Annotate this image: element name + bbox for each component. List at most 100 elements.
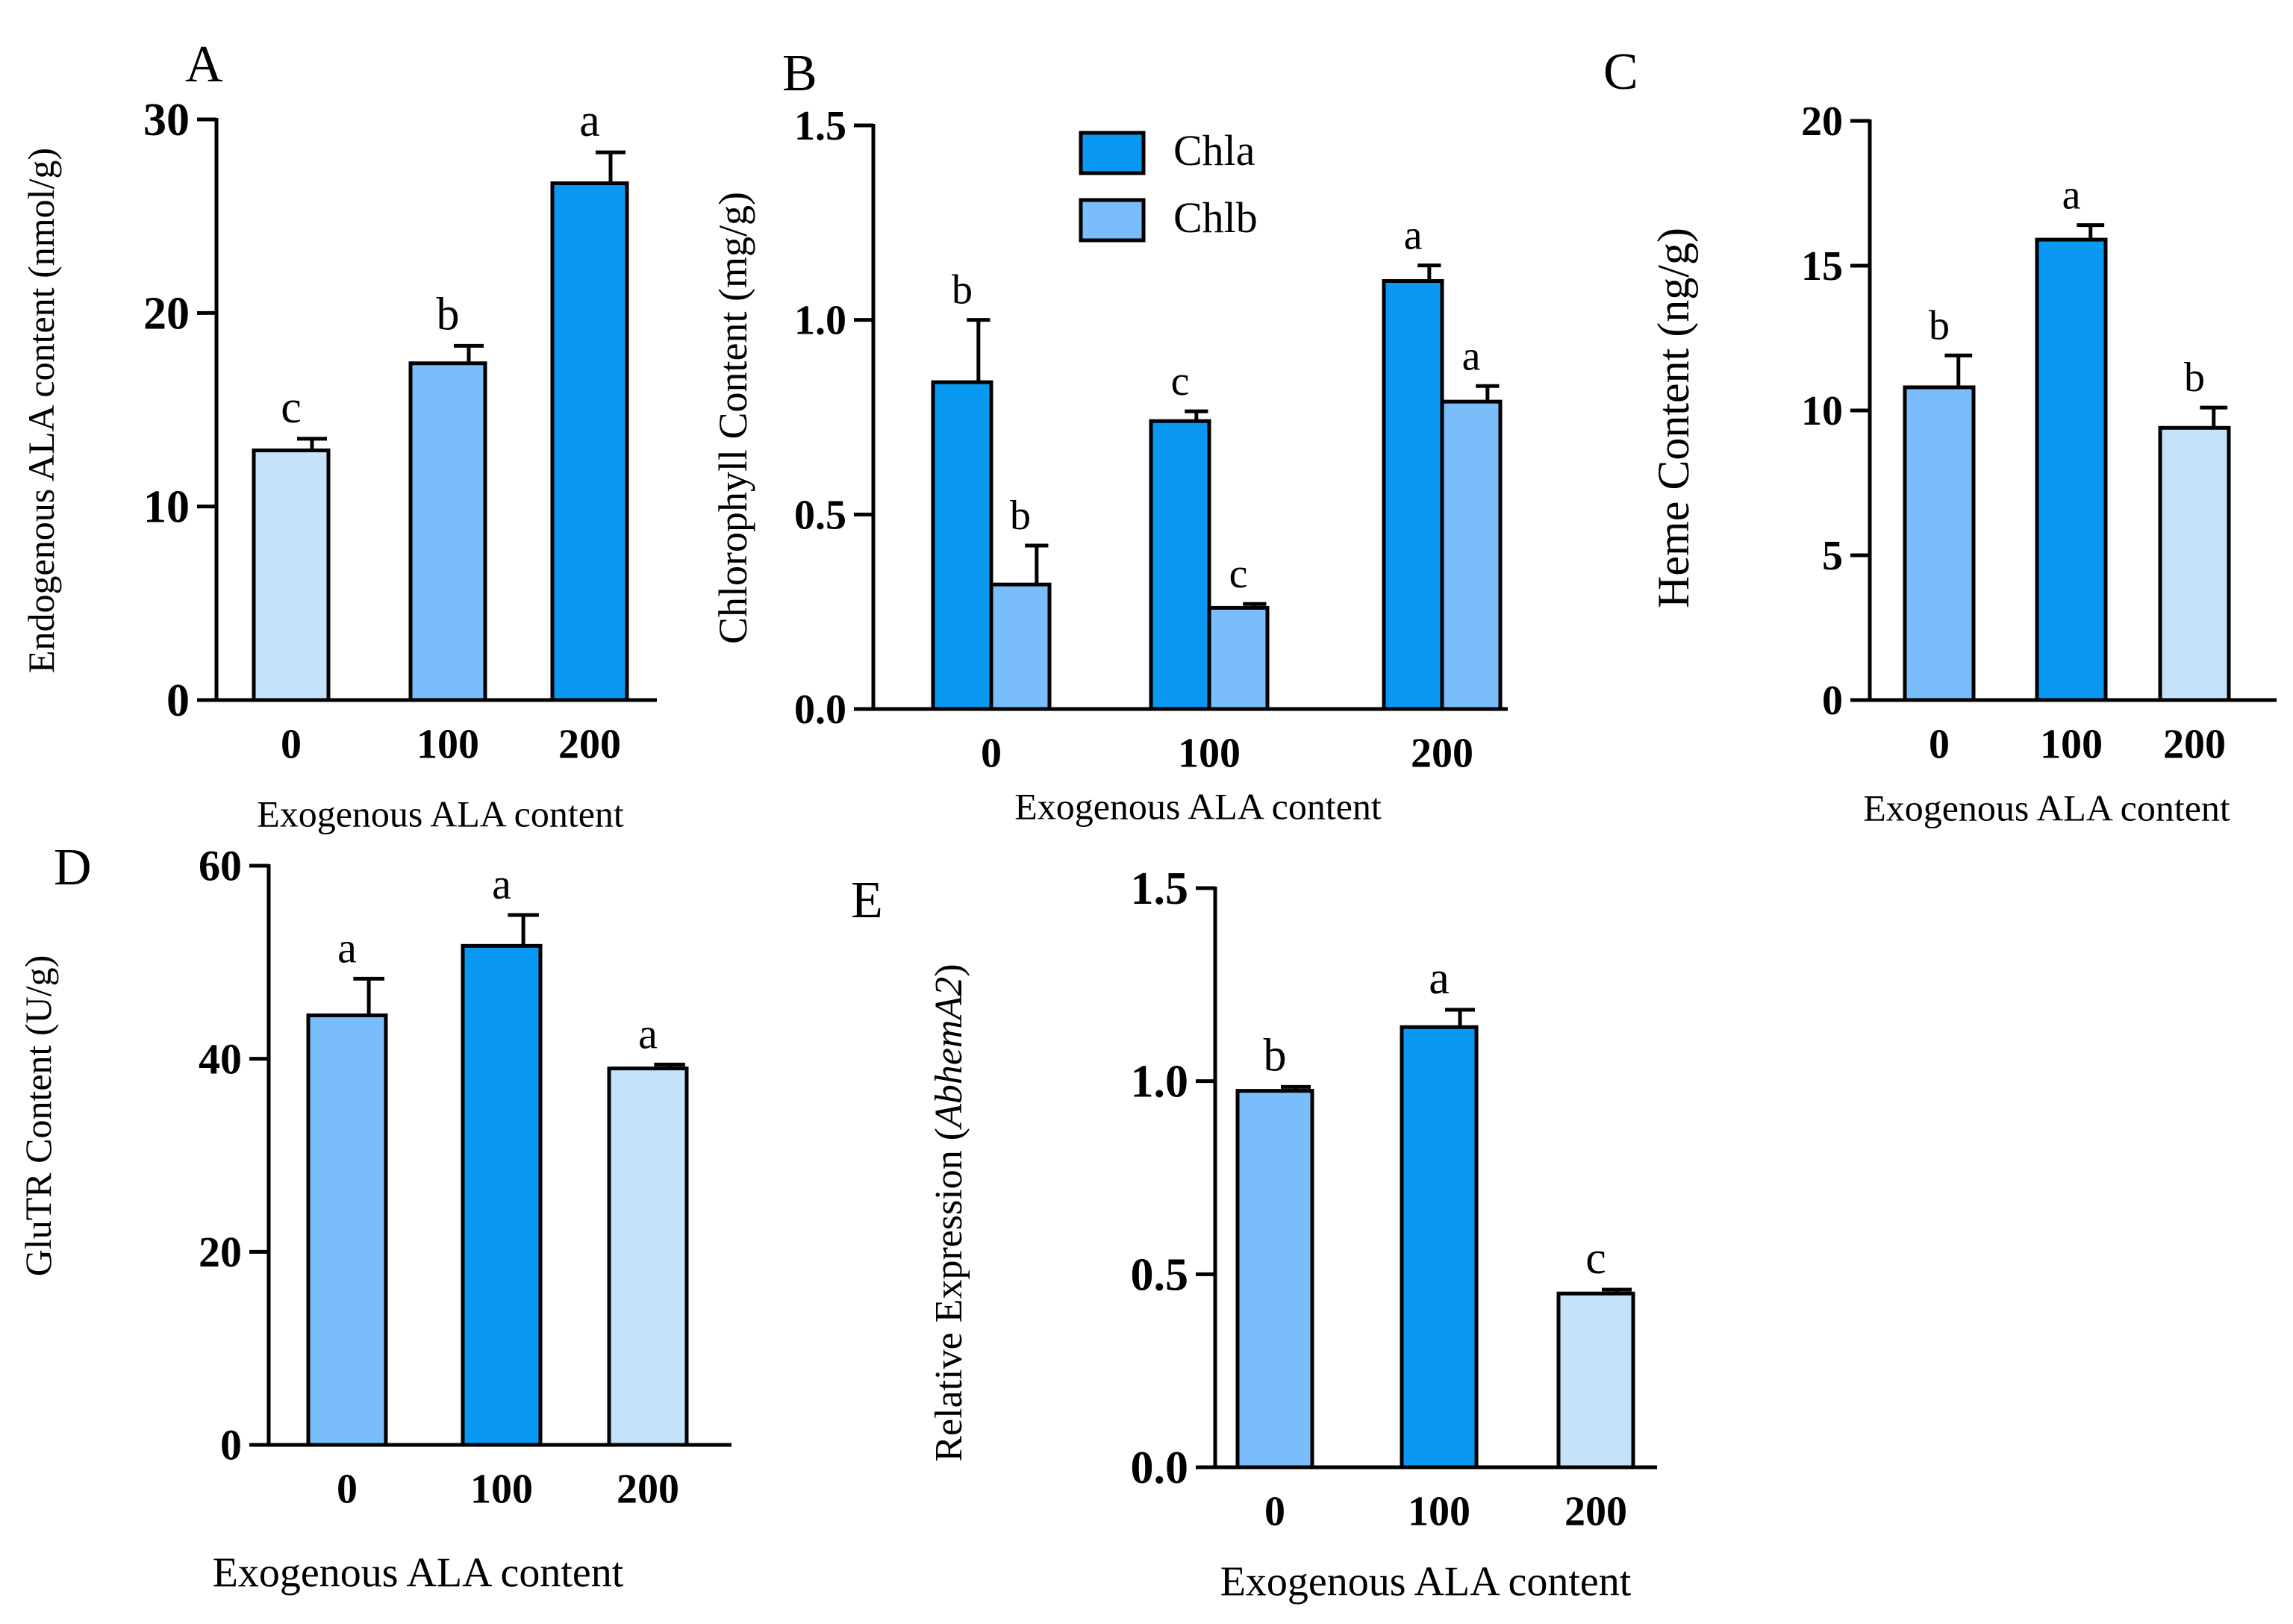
panel-a: A 0 10 20 30 c 0 b 100 a 200 Exogenous ALA content E… xyxy=(20,36,657,835)
y-tick-label: 20 xyxy=(1801,99,1843,145)
panel-label: A xyxy=(185,36,223,93)
bar xyxy=(1207,605,1270,711)
significance-letter: c xyxy=(1229,551,1248,597)
y-tick-label: 20 xyxy=(199,1228,242,1276)
y-axis-label-gene: AbhemA2 xyxy=(928,977,970,1130)
bar xyxy=(2035,237,2108,702)
y-tick-label: 1.5 xyxy=(794,103,846,149)
bar xyxy=(607,1066,689,1447)
y-tick-label: 0 xyxy=(220,1421,242,1470)
x-tick-label: 200 xyxy=(1564,1489,1627,1535)
significance-letter: b xyxy=(1929,302,1950,349)
x-axis-label: Exogenous ALA content xyxy=(257,793,624,835)
y-tick-label: 1.5 xyxy=(1131,863,1189,914)
panel-e: E 0.0 0.5 1.0 1.5 b 0 a 100 c 200 Exogenous ALA con… xyxy=(851,863,1657,1605)
significance-letter: a xyxy=(1404,213,1423,259)
x-tick-label: 200 xyxy=(1411,731,1473,777)
x-tick-label: 0 xyxy=(1929,722,1950,768)
y-tick-label: 0.5 xyxy=(794,492,846,538)
x-tick-label: 100 xyxy=(1408,1489,1470,1535)
x-tick-label: 100 xyxy=(470,1467,533,1513)
x-tick-label: 100 xyxy=(2040,722,2103,768)
y-tick-label: 20 xyxy=(143,288,190,339)
significance-letter: a xyxy=(2062,172,2081,219)
x-tick-label: 100 xyxy=(417,722,479,768)
significance-letter: a xyxy=(492,860,511,908)
panel-label: C xyxy=(1603,43,1638,101)
x-tick-label: 200 xyxy=(617,1467,679,1513)
x-axis-label: Exogenous ALA content xyxy=(1863,787,2230,829)
y-axis-label: Chlorophyll Content (mg/g) xyxy=(711,192,755,644)
x-tick-label: 200 xyxy=(2163,722,2226,768)
bar xyxy=(1382,279,1444,711)
bar xyxy=(1235,1089,1314,1470)
y-tick-label: 15 xyxy=(1801,243,1843,290)
y-tick-label: 10 xyxy=(1801,388,1843,434)
bar xyxy=(1903,385,1976,702)
significance-letter: b xyxy=(952,267,973,313)
bar xyxy=(252,448,331,702)
y-axis-label-suffix: ) xyxy=(928,964,970,976)
significance-letter: a xyxy=(579,96,600,146)
bar xyxy=(408,361,487,702)
bar xyxy=(1440,399,1503,711)
significance-letter: c xyxy=(1171,358,1190,405)
panel-label: D xyxy=(54,839,92,896)
y-tick-label: 40 xyxy=(199,1034,242,1083)
legend-label: Chla xyxy=(1173,126,1255,175)
y-tick-label: 10 xyxy=(143,482,190,533)
bar xyxy=(1149,419,1211,711)
significance-letter: c xyxy=(281,382,302,433)
bar xyxy=(989,582,1052,711)
y-tick-label: 0 xyxy=(166,675,190,726)
bar xyxy=(306,1013,388,1447)
y-axis-label: GluTR Content (U/g) xyxy=(17,955,59,1277)
bar xyxy=(1400,1025,1479,1470)
panel-label: E xyxy=(851,872,883,929)
y-axis-label: Endogenous ALA content (nmol/g) xyxy=(20,148,62,673)
significance-letter: a xyxy=(1429,953,1450,1004)
bar xyxy=(931,380,993,711)
significance-letter: b xyxy=(437,289,460,340)
x-tick-label: 0 xyxy=(1264,1489,1285,1535)
significance-letter: a xyxy=(337,923,357,972)
y-axis-label: Heme Content (ng/g) xyxy=(1649,228,1698,608)
y-tick-label: 0 xyxy=(1822,678,1843,724)
significance-letter: a xyxy=(1462,333,1481,379)
y-tick-label: 5 xyxy=(1822,533,1843,579)
y-tick-label: 30 xyxy=(143,95,190,146)
significance-letter: b xyxy=(2184,355,2205,401)
bar xyxy=(550,181,629,702)
legend: Chla Chlb xyxy=(1079,126,1258,243)
y-tick-label: 1.0 xyxy=(794,298,846,344)
significance-letter: a xyxy=(638,1009,658,1058)
legend-swatch xyxy=(1079,198,1146,243)
significance-letter: b xyxy=(1010,493,1031,539)
bar xyxy=(1556,1291,1635,1470)
panel-label: B xyxy=(782,45,817,102)
y-axis-label: Relative Expression (AbhemA2) xyxy=(928,964,970,1461)
bar xyxy=(461,943,543,1447)
significance-letter: c xyxy=(1585,1233,1606,1284)
x-axis-label: Exogenous ALA content xyxy=(1220,1559,1632,1605)
y-axis-label-text: Relative Expression ( xyxy=(928,1128,970,1462)
legend-swatch xyxy=(1079,131,1146,175)
panel-b: B 0.0 0.5 1.0 1.5 b b 0 c c 100 a a 200 Chla Chlb Exogen… xyxy=(711,45,1508,828)
x-tick-label: 100 xyxy=(1178,731,1241,777)
x-tick-label: 0 xyxy=(981,731,1002,777)
significance-letter: b xyxy=(1264,1030,1287,1081)
panel-c: C 0 5 10 15 20 b 0 a 100 b 200 Exogenous ALA content… xyxy=(1603,43,2277,829)
y-tick-label: 0.0 xyxy=(794,687,846,733)
x-axis-label: Exogenous ALA content xyxy=(213,1550,624,1596)
x-axis-label: Exogenous ALA content xyxy=(1014,786,1382,828)
bar xyxy=(2158,425,2231,702)
y-tick-label: 0.5 xyxy=(1131,1249,1189,1300)
x-tick-label: 200 xyxy=(558,722,621,768)
y-tick-label: 0.0 xyxy=(1131,1443,1189,1493)
x-tick-label: 0 xyxy=(337,1467,358,1513)
y-tick-label: 60 xyxy=(199,842,242,890)
y-tick-label: 1.0 xyxy=(1131,1057,1189,1108)
legend-label: Chlb xyxy=(1173,193,1258,242)
panel-d: D 0 20 40 60 a 0 a 100 a 200 Exogenous ALA content G… xyxy=(17,839,731,1596)
